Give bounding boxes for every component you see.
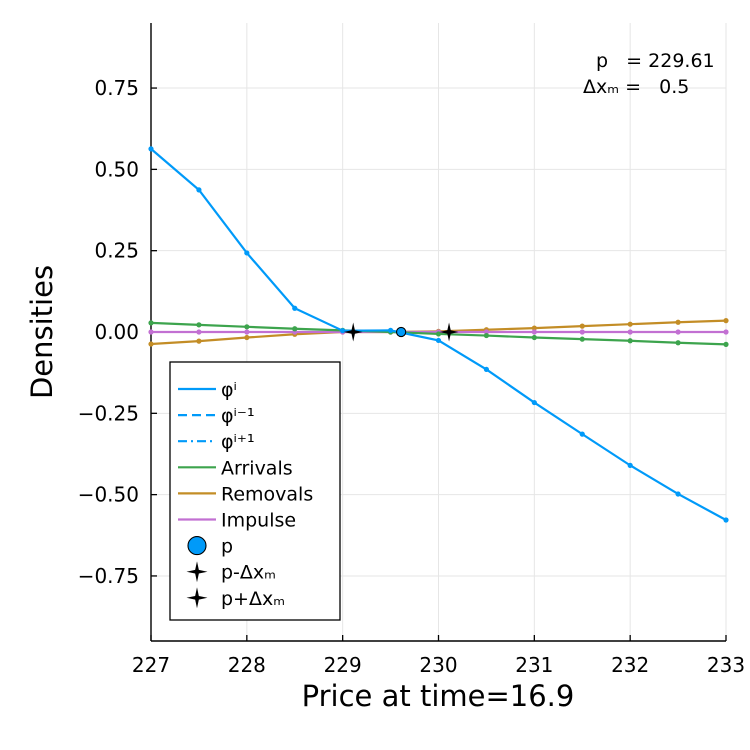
data-point-removals bbox=[196, 338, 202, 344]
y-tick-label: −0.50 bbox=[78, 483, 139, 507]
data-point-phi bbox=[483, 366, 490, 373]
data-point-impulse bbox=[483, 329, 490, 335]
series-layer bbox=[148, 146, 729, 523]
data-point-removals bbox=[148, 341, 154, 347]
data-point-arrivals bbox=[435, 331, 442, 337]
data-point-impulse bbox=[723, 329, 729, 335]
data-point-arrivals bbox=[579, 336, 585, 342]
data-point-impulse bbox=[531, 329, 537, 335]
legend-swatch-p bbox=[187, 536, 207, 556]
data-point-arrivals bbox=[244, 324, 250, 330]
data-point-removals bbox=[627, 321, 633, 327]
x-tick-label: 230 bbox=[419, 653, 457, 677]
x-tick-label: 228 bbox=[228, 653, 266, 677]
price-plus-dx-marker bbox=[439, 322, 459, 342]
data-point-impulse bbox=[196, 329, 202, 335]
data-point-phi bbox=[579, 431, 585, 437]
data-point-removals bbox=[723, 318, 729, 324]
data-point-arrivals bbox=[675, 340, 681, 346]
data-point-phi bbox=[387, 327, 394, 333]
data-point-phi bbox=[244, 250, 250, 256]
legend: φⁱ φⁱ⁻¹ φⁱ⁺¹ Arrivals Removals Impulse p p-Δxₘ p… bbox=[169, 361, 341, 621]
data-point-arrivals bbox=[723, 341, 729, 347]
legend-label-phi-next: φⁱ⁺¹ bbox=[221, 431, 255, 453]
data-point-phi bbox=[435, 337, 442, 344]
data-point-phi bbox=[148, 146, 154, 152]
data-point-arrivals bbox=[483, 332, 490, 339]
point-layer bbox=[343, 322, 459, 342]
data-point-arrivals bbox=[531, 334, 537, 341]
y-tick-label: −0.25 bbox=[78, 401, 139, 425]
data-point-removals bbox=[244, 334, 250, 341]
data-point-impulse bbox=[675, 329, 681, 335]
legend-label-removals: Removals bbox=[221, 483, 313, 505]
legend-swatch-p-plus-dx bbox=[186, 587, 208, 609]
data-point-impulse bbox=[244, 329, 250, 335]
legend-label-arrivals: Arrivals bbox=[221, 457, 293, 479]
data-point-phi bbox=[531, 399, 537, 406]
legend-label-p: p bbox=[221, 536, 233, 558]
y-tick-label: 0.25 bbox=[94, 239, 139, 263]
data-point-arrivals bbox=[627, 338, 633, 344]
y-tick-label: 0.75 bbox=[94, 76, 139, 100]
data-point-phi bbox=[723, 517, 729, 523]
y-axis-label: Densities bbox=[25, 265, 59, 399]
data-point-phi bbox=[627, 462, 633, 468]
data-point-impulse bbox=[148, 329, 154, 335]
legend-label-phi: φⁱ bbox=[221, 379, 237, 401]
legend-label-phi-prev: φⁱ⁻¹ bbox=[221, 405, 255, 427]
y-axis: −0.75 −0.50 −0.25 0.00 0.25 0.50 0.75 bbox=[78, 76, 157, 588]
y-tick-label: −0.75 bbox=[78, 564, 139, 588]
data-point-removals bbox=[675, 319, 681, 325]
legend-label-impulse: Impulse bbox=[221, 510, 296, 532]
x-tick-label: 232 bbox=[611, 653, 649, 677]
data-point-removals bbox=[531, 325, 537, 331]
legend-label-p-minus-dx: p-Δxₘ bbox=[221, 562, 276, 584]
data-point-phi bbox=[196, 187, 202, 193]
annotation-price: p = 229.61 bbox=[596, 50, 715, 72]
data-point-arrivals bbox=[292, 326, 298, 332]
price-point-marker bbox=[395, 326, 407, 338]
price-minus-dx-marker bbox=[343, 322, 363, 342]
data-point-phi bbox=[340, 328, 346, 334]
data-point-phi bbox=[675, 491, 681, 497]
x-axis: 227 228 229 230 231 232 233 bbox=[132, 635, 745, 677]
legend-box bbox=[169, 361, 341, 621]
data-point-impulse bbox=[627, 329, 633, 335]
data-point-removals bbox=[579, 323, 585, 329]
x-tick-label: 227 bbox=[132, 653, 170, 677]
y-tick-label: 0.50 bbox=[94, 157, 139, 181]
annotation-dx: Δxₘ = 0.5 bbox=[583, 76, 689, 98]
legend-swatch-p-minus-dx bbox=[186, 561, 208, 583]
data-point-impulse bbox=[579, 329, 585, 335]
legend-label-p-plus-dx: p+Δxₘ bbox=[221, 588, 285, 610]
data-point-arrivals bbox=[196, 322, 202, 328]
y-tick-label: 0.00 bbox=[94, 320, 139, 344]
x-tick-label: 229 bbox=[324, 653, 362, 677]
x-tick-label: 233 bbox=[707, 653, 745, 677]
data-point-phi bbox=[292, 305, 298, 311]
x-axis-label: Price at time=16.9 bbox=[302, 679, 575, 713]
x-tick-label: 231 bbox=[515, 653, 553, 677]
data-point-arrivals bbox=[148, 320, 154, 326]
